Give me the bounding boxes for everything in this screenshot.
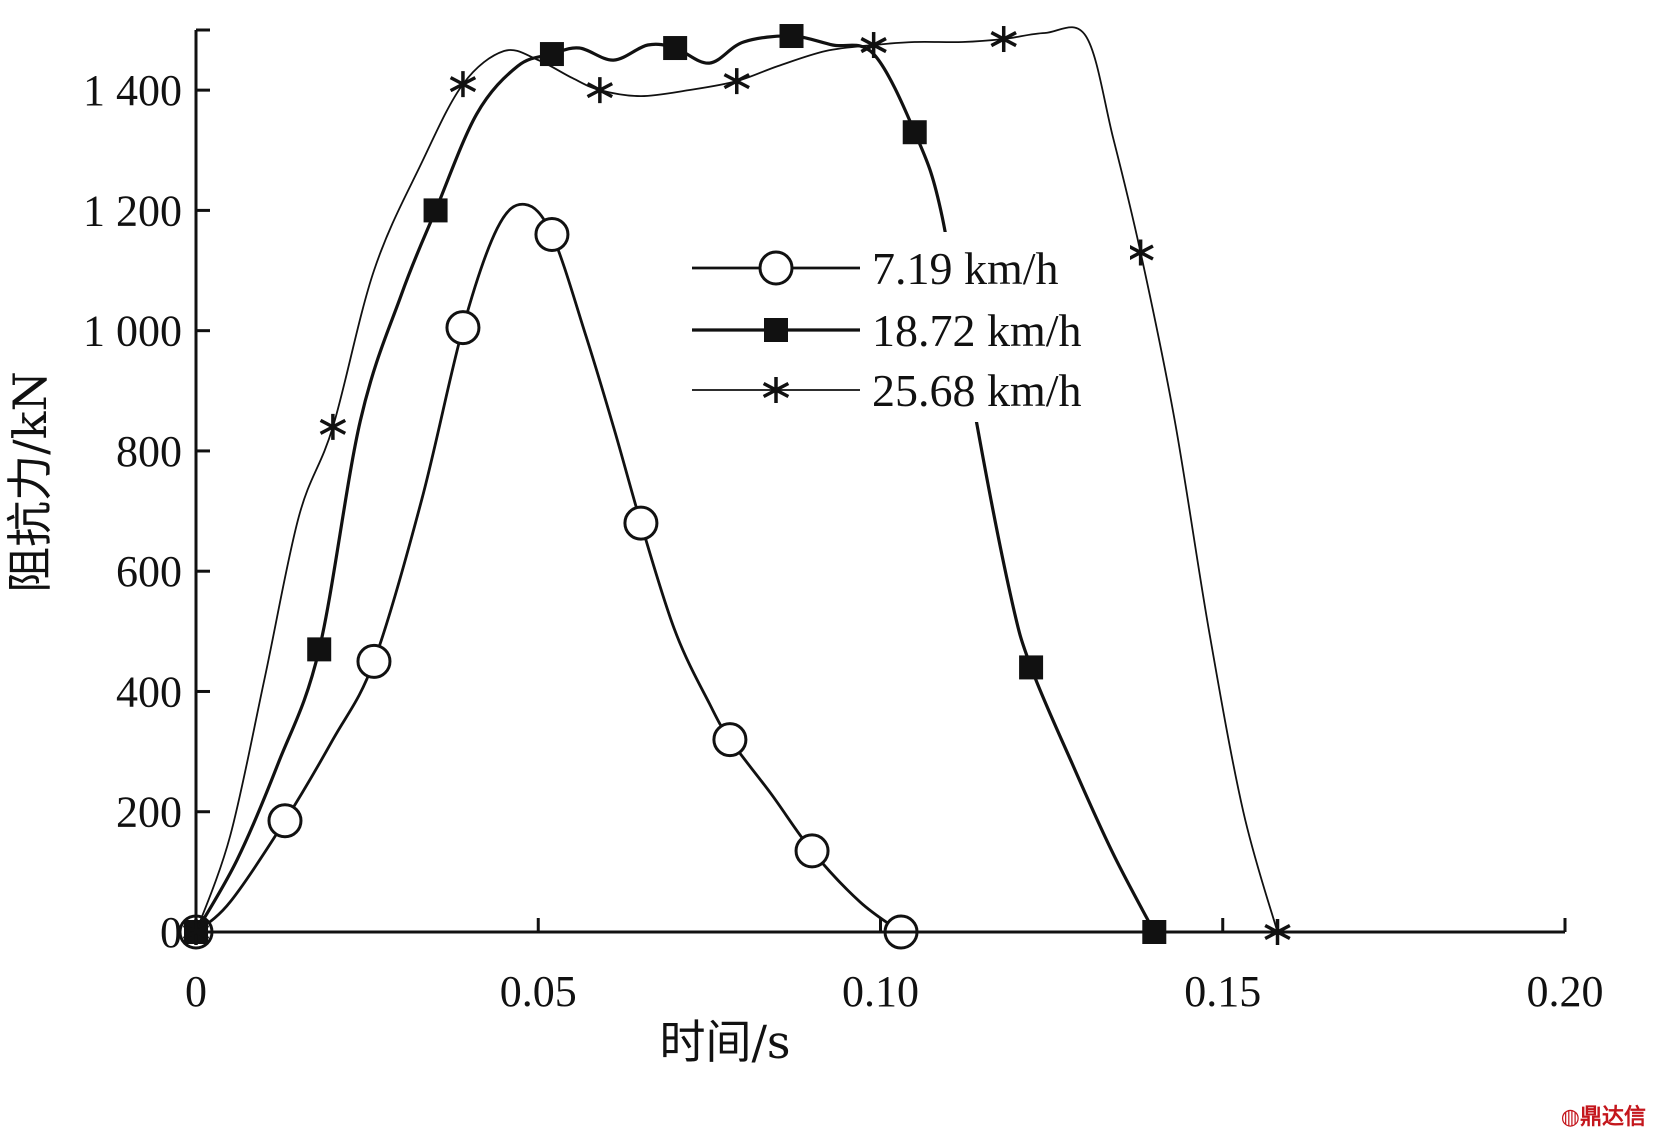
y-tick-label: 800 xyxy=(116,427,182,476)
x-tick-label: 0.05 xyxy=(500,967,577,1016)
series xyxy=(178,202,919,950)
series-line xyxy=(194,34,1156,933)
series-line xyxy=(195,26,1279,933)
legend-label: 18.72 km/h xyxy=(872,305,1082,356)
data-point xyxy=(794,833,830,869)
y-tick-label: 400 xyxy=(116,667,182,716)
data-point xyxy=(586,77,614,104)
data-point xyxy=(449,71,477,98)
data-point xyxy=(762,377,790,403)
data-point xyxy=(902,120,927,145)
watermark-logo: ◍鼎达信 xyxy=(1560,1105,1646,1130)
x-tick-label: 0.10 xyxy=(842,967,919,1016)
data-point xyxy=(539,42,564,67)
data-point xyxy=(1127,239,1154,266)
y-tick-label: 200 xyxy=(116,788,182,837)
data-point xyxy=(319,413,347,440)
series-layer xyxy=(178,24,1291,950)
series xyxy=(182,26,1291,945)
data-point xyxy=(534,216,570,252)
y-tick-label: 0 xyxy=(160,908,182,957)
data-point xyxy=(356,643,392,679)
legend-label: 25.68 km/h xyxy=(872,365,1082,416)
y-tick-label: 1 200 xyxy=(83,186,182,235)
data-point xyxy=(663,36,688,61)
legend-item: 25.68 km/h xyxy=(692,365,1082,416)
data-point xyxy=(723,68,750,95)
legend: 7.19 km/h 18.72 km/h 25.68 km/h xyxy=(690,232,1130,422)
x-tick-label: 0 xyxy=(185,967,207,1016)
data-point xyxy=(712,722,748,758)
y-tick-label: 1 400 xyxy=(83,66,182,115)
data-point xyxy=(307,637,332,662)
data-point xyxy=(445,310,481,346)
y-tick-label: 600 xyxy=(116,547,182,596)
x-axis-title: 时间/s xyxy=(659,1015,790,1069)
x-ticks: 0 0.05 0.10 0.15 0.20 xyxy=(185,918,1604,1016)
data-point xyxy=(990,26,1017,53)
data-point xyxy=(267,803,303,839)
legend-item: 18.72 km/h xyxy=(692,305,1082,356)
legend-label: 7.19 km/h xyxy=(872,243,1059,294)
series xyxy=(184,24,1167,944)
y-tick-label: 1 000 xyxy=(83,307,182,356)
axes: 0 200 400 600 800 1 000 1 200 1 400 0 0.05 0.10 0.… xyxy=(83,28,1604,1016)
y-axis-title: 阻抗力/kN xyxy=(3,371,57,593)
x-tick-label: 0.15 xyxy=(1184,967,1261,1016)
x-tick-label: 0.20 xyxy=(1527,967,1604,1016)
data-point xyxy=(623,505,659,541)
data-point xyxy=(779,24,804,49)
data-point xyxy=(423,198,448,223)
data-point xyxy=(1019,655,1044,680)
legend-item: 7.19 km/h xyxy=(692,243,1059,294)
data-point xyxy=(860,32,887,59)
data-point xyxy=(764,318,788,342)
data-point xyxy=(758,250,794,286)
y-ticks: 0 200 400 600 800 1 000 1 200 1 400 xyxy=(83,28,210,957)
